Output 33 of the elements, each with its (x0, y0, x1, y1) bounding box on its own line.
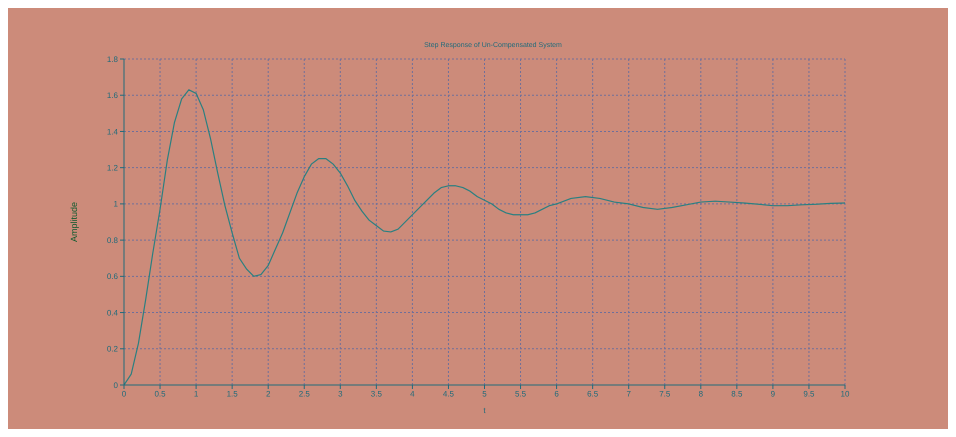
x-tick-label: 1 (194, 390, 199, 399)
x-tick-label: 5 (482, 390, 488, 399)
y-tick-label: 0.4 (106, 308, 119, 318)
x-tick-label: 5.5 (514, 390, 527, 399)
y-tick-label: 1.4 (106, 127, 119, 136)
x-tick-label: 8 (698, 390, 704, 399)
x-tick-label: 2.5 (298, 390, 310, 399)
x-tick-label: 3.5 (370, 390, 382, 399)
y-tick-label: 1.6 (106, 91, 119, 100)
y-axis-title: Amplitude (69, 202, 80, 242)
x-tick-label: 9 (770, 390, 776, 399)
x-tick-label: 4 (410, 390, 416, 399)
y-tick-label: 1.8 (106, 54, 119, 64)
x-tick-label: 3 (338, 390, 344, 399)
x-tick-label: 6.5 (587, 390, 599, 399)
y-tick-label: 0.6 (106, 272, 119, 282)
y-tick-label: 1.2 (106, 164, 119, 173)
x-axis-title: t (483, 406, 486, 415)
x-tick-label: 2 (266, 390, 271, 399)
y-tick-label: 0.2 (106, 344, 119, 354)
x-tick-label: 6 (554, 390, 560, 399)
x-tick-label: 0.5 (154, 390, 166, 399)
x-tick-label: 0 (122, 390, 127, 399)
x-tick-label: 9.5 (803, 390, 816, 399)
y-tick-label: 0 (114, 380, 119, 390)
x-tick-label: 1.5 (226, 390, 238, 399)
x-tick-label: 10 (840, 390, 850, 399)
x-tick-label: 4.5 (442, 390, 455, 399)
x-tick-label: 8.5 (731, 390, 743, 399)
y-tick-label: 1 (114, 200, 119, 209)
x-tick-label: 7 (626, 390, 632, 399)
x-tick-label: 7.5 (659, 390, 671, 399)
y-tick-label: 0.8 (106, 236, 119, 245)
